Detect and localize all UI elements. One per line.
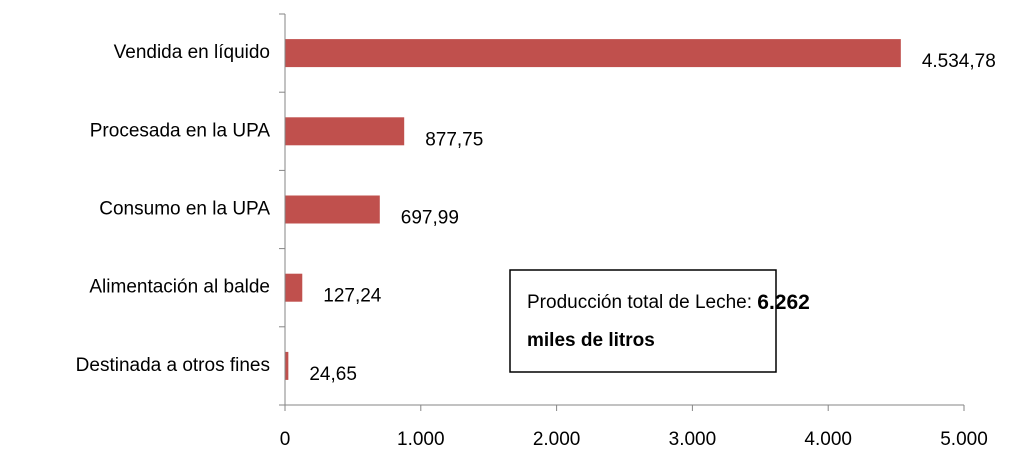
y-tick-label: Vendida en líquido bbox=[114, 42, 270, 63]
annotation-box bbox=[509, 269, 777, 373]
y-tick-label: Alimentación al balde bbox=[89, 277, 270, 298]
x-tick-label: 0 bbox=[280, 429, 291, 450]
x-tick-label: 3.000 bbox=[669, 429, 717, 450]
y-tick-label: Destinada a otros fines bbox=[76, 355, 270, 376]
x-tick-label: 5.000 bbox=[940, 429, 988, 450]
y-tick-label: Consumo en la UPA bbox=[99, 199, 270, 220]
bar bbox=[285, 195, 380, 224]
bar bbox=[285, 117, 405, 146]
bar bbox=[285, 39, 901, 68]
data-label: 127,24 bbox=[323, 286, 382, 307]
x-tick-label: 4.000 bbox=[804, 429, 852, 450]
data-label: 877,75 bbox=[425, 129, 483, 150]
x-tick-label: 1.000 bbox=[397, 429, 445, 450]
bar bbox=[285, 273, 303, 302]
bar bbox=[285, 351, 289, 380]
annotation-text: Producción total de Leche: bbox=[527, 292, 752, 313]
data-label: 24,65 bbox=[309, 364, 357, 385]
annotation-emphasis: 6.262 bbox=[757, 291, 810, 314]
y-tick-label: Procesada en la UPA bbox=[90, 120, 271, 141]
annotation-emphasis: miles de litros bbox=[527, 330, 655, 351]
data-label: 4.534,78 bbox=[922, 51, 996, 72]
data-label: 697,99 bbox=[401, 208, 459, 229]
annotation: Producción total de Leche: 6.262 bbox=[527, 291, 810, 314]
x-tick-label: 2.000 bbox=[533, 429, 581, 450]
